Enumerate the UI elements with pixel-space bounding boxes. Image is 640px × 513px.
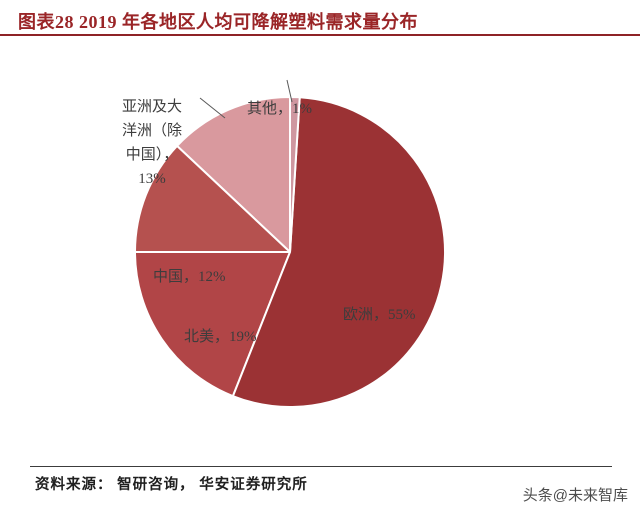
pie-slice-4 [175,95,291,255]
pie-chart-area: 亚洲及大 洋洲（除 中国）， 13% 其他，1% 中国，12% 北美，19% 欧… [0,40,640,460]
slice-label-north-america: 北美，19% [184,329,257,345]
pie-slice-1 [231,96,446,408]
slice-label-other: 其他，1% [247,101,312,117]
pie-slice-2 [133,251,292,398]
pie-slice-0 [289,95,301,253]
source-text: 资料来源： 智研咨询， 华安证券研究所 [35,477,308,493]
slice-label-europe: 欧洲，55% [343,307,416,323]
slice-label-asia-oceania: 亚洲及大 洋洲（除 中国）， 13% [121,99,182,187]
slice-label-china: 中国，12% [153,269,226,285]
pie-slice-3 [133,144,293,253]
chart-title: 图表28 2019 年各地区人均可降解塑料需求量分布 [18,12,418,32]
asia-callout-line [199,97,226,119]
pie-chart-svg [133,79,446,408]
other-callout-line [286,79,293,103]
title-underline [0,34,640,36]
source-divider [30,466,612,467]
watermark-text: 头条@未来智库 [522,487,628,504]
